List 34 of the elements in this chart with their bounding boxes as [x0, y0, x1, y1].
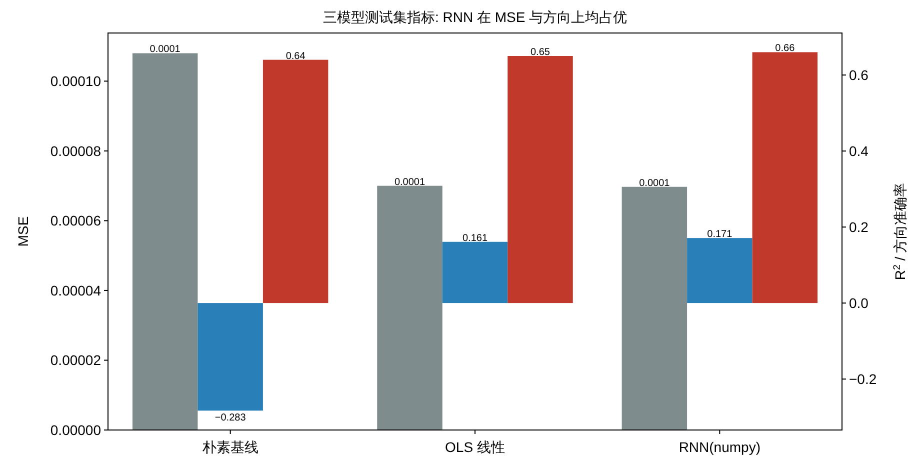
- y-tick-label: 0.00000: [50, 422, 102, 438]
- bar: [262, 60, 328, 304]
- bar: [132, 53, 198, 430]
- y-tick-label: 0.00008: [50, 142, 102, 159]
- bar: [752, 52, 818, 304]
- y2-tick-label: 0.4: [849, 143, 869, 160]
- data-label: 0.0001: [394, 176, 426, 188]
- data-label: 0.66: [775, 43, 796, 54]
- bar: [198, 303, 263, 411]
- y2-tick-label: 0.0: [849, 295, 869, 312]
- data-label: −0.283: [214, 412, 246, 424]
- bar: [508, 56, 573, 304]
- data-label: 0.0001: [639, 178, 670, 189]
- bar: [687, 238, 752, 304]
- y2-tick-label: 0.2: [849, 219, 869, 236]
- y-axis-title: MSE: [15, 216, 31, 247]
- x-tick-label: OLS 线性: [445, 439, 505, 455]
- y-tick-label: 0.00010: [50, 73, 102, 90]
- y2-tick-label: 0.6: [849, 67, 869, 83]
- chart-title: 三模型测试集指标: RNN 在 MSE 与方向上均占优: [322, 9, 628, 25]
- bar: [377, 186, 442, 430]
- x-tick-label: RNN(numpy): [678, 439, 761, 455]
- y-tick-label: 0.00002: [50, 352, 102, 368]
- data-label: 0.65: [530, 46, 550, 58]
- x-tick-label: 朴素基线: [201, 439, 258, 455]
- data-label: 0.171: [707, 229, 733, 240]
- data-label: 0.64: [286, 50, 306, 62]
- bar: [622, 186, 688, 430]
- y-tick-label: 0.00004: [50, 282, 102, 298]
- data-label: 0.0001: [150, 44, 181, 56]
- y-tick-label: 0.00006: [50, 212, 102, 229]
- y2-tick-label: −0.2: [849, 371, 877, 388]
- bar: [442, 242, 508, 304]
- data-label: 0.161: [462, 232, 488, 244]
